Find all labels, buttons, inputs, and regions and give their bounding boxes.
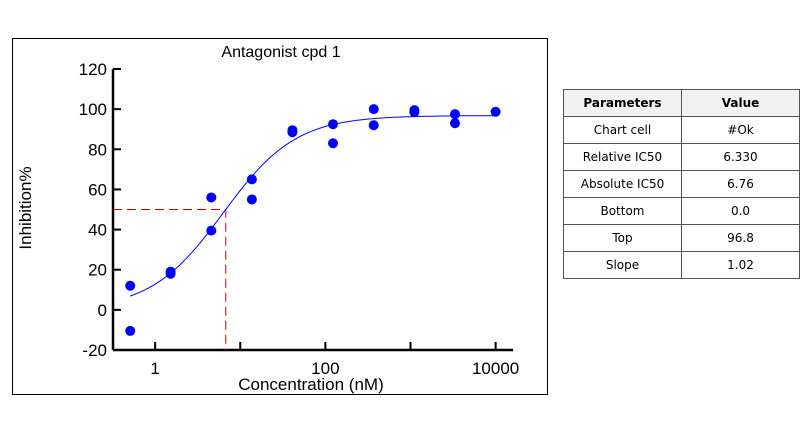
header-parameters: Parameters xyxy=(563,89,682,117)
chart-frame xyxy=(12,38,548,395)
data-point xyxy=(206,192,217,203)
y-tick-label: 40 xyxy=(88,221,107,240)
data-point xyxy=(206,225,217,236)
data-point xyxy=(450,118,461,129)
dose-response-chart: Antagonist cpd 1 Concentration (nM) Inhi… xyxy=(16,44,519,394)
parameters-table: Parameters Value Chart cell #Ok Relative … xyxy=(563,89,800,279)
x-tick-label: 100 xyxy=(311,359,339,378)
y-axis-label: Inhibition% xyxy=(16,166,35,249)
data-point xyxy=(409,107,420,118)
table-row: Top 96.8 xyxy=(563,224,800,252)
table-row: Absolute IC50 6.76 xyxy=(563,170,800,198)
data-point xyxy=(246,194,257,205)
param-name: Bottom xyxy=(563,197,682,225)
y-tick-label: 60 xyxy=(88,180,107,199)
param-name: Top xyxy=(563,224,682,252)
param-value: 0.0 xyxy=(681,197,800,225)
header-value: Value xyxy=(681,89,800,117)
data-point xyxy=(125,280,136,291)
param-value: 1.02 xyxy=(681,251,800,279)
data-point xyxy=(450,109,461,120)
param-name: Slope xyxy=(563,251,682,279)
param-value: #Ok xyxy=(681,116,800,144)
table-row: Chart cell #Ok xyxy=(563,116,800,144)
y-tick-label: 0 xyxy=(98,301,107,320)
data-point xyxy=(246,174,257,185)
x-axis-label: Concentration (nM) xyxy=(238,375,384,394)
param-value: 6.330 xyxy=(681,143,800,171)
param-name: Absolute IC50 xyxy=(563,170,682,198)
data-point xyxy=(368,104,379,115)
param-value: 96.8 xyxy=(681,224,800,252)
table-row: Bottom 0.0 xyxy=(563,197,800,225)
param-name: Relative IC50 xyxy=(563,143,682,171)
table-header-row: Parameters Value xyxy=(563,89,800,117)
x-tick-label: 1 xyxy=(150,359,159,378)
data-point xyxy=(287,127,298,138)
y-tick-label: 100 xyxy=(79,100,107,119)
data-point xyxy=(125,325,136,336)
data-point xyxy=(368,120,379,131)
table-row: Slope 1.02 xyxy=(563,251,800,279)
data-point xyxy=(165,268,176,279)
data-point xyxy=(490,106,501,117)
data-point xyxy=(328,138,339,149)
table-row: Relative IC50 6.330 xyxy=(563,143,800,171)
y-tick-label: 120 xyxy=(79,60,107,79)
param-name: Chart cell xyxy=(563,116,682,144)
fit-curve xyxy=(130,115,496,297)
chart-title: Antagonist cpd 1 xyxy=(221,44,340,61)
x-tick-label: 10000 xyxy=(472,359,519,378)
param-value: 6.76 xyxy=(681,170,800,198)
y-tick-label: 80 xyxy=(88,140,107,159)
y-tick-label: -20 xyxy=(82,341,107,360)
y-tick-label: 20 xyxy=(88,261,107,280)
data-point xyxy=(328,119,339,130)
